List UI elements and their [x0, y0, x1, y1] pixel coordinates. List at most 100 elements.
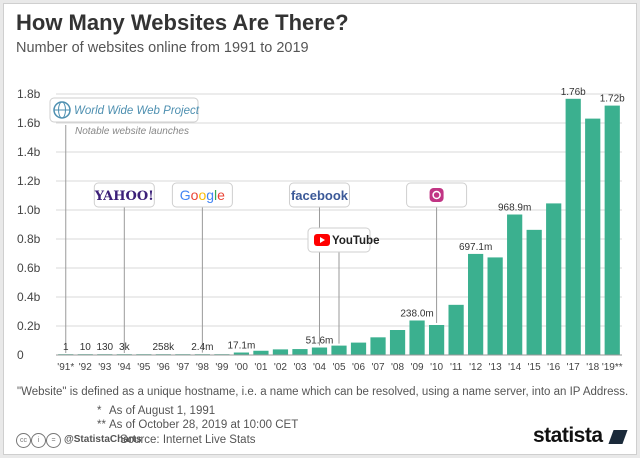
data-label: 968.9m — [498, 203, 531, 214]
source-text: Source: Internet Live Stats — [120, 434, 256, 446]
data-label: 10 — [80, 342, 92, 353]
x-tick-label: '99 — [215, 362, 228, 373]
bar — [292, 349, 308, 355]
globe-icon-meridian — [58, 101, 66, 119]
bar — [428, 324, 445, 355]
yahoo-logo: YAHOO! — [94, 189, 154, 204]
y-tick-label: 1.6b — [17, 116, 41, 130]
bar — [585, 118, 601, 355]
data-label: 697.1m — [459, 242, 492, 253]
data-label: 51.6m — [306, 336, 334, 347]
data-label: 2.4m — [191, 342, 213, 353]
data-label: 1.76b — [561, 87, 586, 98]
y-tick-label: 0.4b — [17, 290, 41, 304]
x-tick-label: '16 — [547, 362, 560, 373]
x-tick-label: '14 — [508, 362, 521, 373]
x-tick-label: '01 — [254, 362, 267, 373]
instagram-logo-annotation — [406, 182, 468, 208]
x-tick-label: '97 — [176, 362, 189, 373]
x-tick-label: '91* — [57, 362, 74, 373]
bar — [331, 345, 347, 355]
yahoo-logo-annotation: YAHOO! — [93, 182, 155, 208]
annotation-box — [93, 182, 155, 208]
bar — [389, 330, 406, 355]
x-tick-label: '07 — [372, 362, 385, 373]
x-tick-label: '04 — [313, 362, 326, 373]
x-tick-label: '03 — [293, 362, 306, 373]
data-label: 3k — [119, 342, 131, 353]
annotation-sublabel: Notable website launches — [75, 126, 189, 137]
footnote: "Website" is defined as a unique hostnam… — [17, 386, 629, 398]
x-tick-label: '19** — [602, 362, 623, 373]
y-tick-label: 1.2b — [17, 174, 41, 188]
youtube-logo-annotation: YouTube — [307, 227, 379, 253]
bar — [409, 320, 425, 355]
no-derivatives-icon: = — [46, 433, 61, 448]
attribution-icon: i — [31, 433, 46, 448]
data-label: 1.72b — [600, 94, 625, 105]
x-tick-label: '11 — [450, 362, 463, 373]
y-tick-label: 0.8b — [17, 232, 41, 246]
bar — [546, 203, 562, 355]
x-tick-label: '05 — [332, 362, 345, 373]
bar — [370, 337, 386, 355]
chart-subtitle: Number of websites online from 1991 to 2… — [16, 40, 309, 56]
y-tick-label: 0.2b — [17, 319, 41, 333]
facebook-logo: facebook — [291, 188, 349, 203]
note2-text: As of October 28, 2019 at 10:00 CET — [109, 419, 299, 431]
x-tick-label: '17 — [567, 362, 580, 373]
x-tick-label: '94 — [118, 362, 131, 373]
x-tick-label: '09 — [411, 362, 424, 373]
y-tick-label: 0 — [17, 348, 24, 362]
x-tick-label: '10 — [430, 362, 443, 373]
bar — [448, 304, 464, 355]
youtube-logo: YouTube — [332, 235, 379, 247]
bar — [311, 347, 328, 355]
x-tick-label: '13 — [489, 362, 502, 373]
youtube-play-triangle — [320, 237, 325, 243]
x-tick-label: '15 — [528, 362, 541, 373]
x-tick-label: '18 — [586, 362, 599, 373]
data-label: 1 — [63, 342, 69, 353]
chart-title: How Many Websites Are There? — [16, 10, 349, 35]
y-tick-label: 0.6b — [17, 261, 41, 275]
google-logo-annotation: Google — [171, 182, 233, 208]
bar — [526, 229, 542, 355]
data-label: 17.1m — [228, 341, 256, 352]
bar — [487, 257, 503, 355]
facebook-logo-annotation: facebook — [288, 182, 350, 208]
google-logo: Google — [180, 187, 225, 203]
statista-logo: statista — [533, 424, 603, 447]
annotation-box — [49, 97, 199, 123]
www-project-annotation: World Wide Web Project Notable website la… — [49, 97, 200, 137]
data-label: 130 — [96, 342, 113, 353]
x-tick-label: '08 — [391, 362, 404, 373]
x-tick-label: '96 — [157, 362, 170, 373]
twitter-handle: @StatistaCharts — [64, 434, 142, 445]
x-tick-label: '12 — [469, 362, 482, 373]
annotation-box — [288, 182, 350, 208]
note1-mark: * — [97, 405, 102, 417]
bar — [468, 253, 484, 355]
bar — [253, 350, 269, 355]
bar — [272, 349, 289, 355]
x-tick-label: '95 — [137, 362, 150, 373]
y-tick-label: 1.0b — [17, 203, 41, 217]
x-tick-label: '93 — [98, 362, 111, 373]
x-tick-label: '02 — [274, 362, 287, 373]
instagram-logo — [429, 188, 444, 202]
data-label: 238.0m — [400, 308, 433, 319]
creative-commons-icon: cc — [16, 433, 31, 448]
bar — [604, 105, 620, 355]
note1-text: As of August 1, 1991 — [109, 405, 216, 417]
bar — [507, 214, 523, 355]
note2-mark: ** — [97, 419, 106, 431]
x-tick-label: '92 — [79, 362, 92, 373]
x-tick-label: '06 — [352, 362, 365, 373]
instagram-lens — [432, 190, 441, 200]
bar — [565, 98, 581, 355]
y-tick-label: 1.8b — [17, 87, 41, 101]
x-tick-label: '00 — [235, 362, 248, 373]
y-tick-label: 1.4b — [17, 145, 41, 159]
